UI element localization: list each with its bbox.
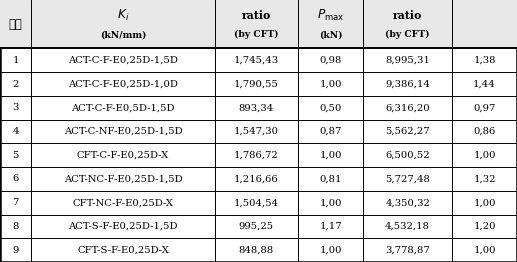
- Text: ACT-C-F-E0,25D-1,0D: ACT-C-F-E0,25D-1,0D: [68, 80, 178, 89]
- Text: 9: 9: [12, 246, 19, 255]
- Text: 1,00: 1,00: [320, 80, 342, 89]
- Text: 1,786,72: 1,786,72: [234, 151, 279, 160]
- Text: (kN/mm): (kN/mm): [100, 30, 146, 39]
- Text: 0,50: 0,50: [320, 103, 342, 112]
- Text: 4,532,18: 4,532,18: [385, 222, 430, 231]
- Text: 1,00: 1,00: [320, 246, 342, 255]
- Text: 1: 1: [12, 56, 19, 65]
- Text: 1,00: 1,00: [320, 151, 342, 160]
- Text: ratio: ratio: [393, 10, 422, 21]
- Text: 0,97: 0,97: [474, 103, 496, 112]
- Text: 7: 7: [12, 198, 19, 207]
- Text: 1,00: 1,00: [473, 198, 496, 207]
- Text: 1,32: 1,32: [473, 174, 496, 183]
- Text: $\mathit{P}_\mathregular{max}$: $\mathit{P}_\mathregular{max}$: [317, 8, 345, 23]
- Text: 5,562,27: 5,562,27: [385, 127, 430, 136]
- Text: (by CFT): (by CFT): [385, 30, 430, 40]
- Text: ACT-NC-F-E0,25D-1,5D: ACT-NC-F-E0,25D-1,5D: [64, 174, 183, 183]
- Text: 1,504,54: 1,504,54: [234, 198, 279, 207]
- Text: 8,995,31: 8,995,31: [385, 56, 430, 65]
- Text: 1,547,30: 1,547,30: [234, 127, 279, 136]
- Text: 995,25: 995,25: [239, 222, 274, 231]
- Text: CFT-C-F-E0,25D-X: CFT-C-F-E0,25D-X: [77, 151, 169, 160]
- Text: 0,86: 0,86: [474, 127, 496, 136]
- Text: 5,727,48: 5,727,48: [385, 174, 430, 183]
- Text: 1,00: 1,00: [320, 198, 342, 207]
- Text: ACT-C-F-E0,25D-1,5D: ACT-C-F-E0,25D-1,5D: [68, 56, 178, 65]
- Text: (by CFT): (by CFT): [234, 30, 279, 40]
- Text: 6,316,20: 6,316,20: [385, 103, 430, 112]
- Text: CFT-NC-F-E0,25D-X: CFT-NC-F-E0,25D-X: [72, 198, 174, 207]
- Text: ACT-S-F-E0,25D-1,5D: ACT-S-F-E0,25D-1,5D: [68, 222, 178, 231]
- Text: 5: 5: [12, 151, 19, 160]
- Text: 3: 3: [12, 103, 19, 112]
- Text: $\mathit{K}_\mathit{i}$: $\mathit{K}_\mathit{i}$: [117, 8, 129, 23]
- Text: 1,17: 1,17: [320, 222, 342, 231]
- Text: 9,386,14: 9,386,14: [385, 80, 430, 89]
- Text: 1,00: 1,00: [473, 246, 496, 255]
- Text: 4: 4: [12, 127, 19, 136]
- Text: 1,216,66: 1,216,66: [234, 174, 279, 183]
- Text: 1,20: 1,20: [473, 222, 496, 231]
- Text: 8: 8: [12, 222, 19, 231]
- Text: 848,88: 848,88: [239, 246, 274, 255]
- Text: 1,00: 1,00: [473, 151, 496, 160]
- Text: ratio: ratio: [242, 10, 271, 21]
- Text: 1,790,55: 1,790,55: [234, 80, 279, 89]
- Text: ACT-C-F-E0,5D-1,5D: ACT-C-F-E0,5D-1,5D: [71, 103, 175, 112]
- Text: 0,87: 0,87: [320, 127, 342, 136]
- Text: 2: 2: [12, 80, 19, 89]
- Text: 구분: 구분: [9, 18, 23, 31]
- Text: 6,500,52: 6,500,52: [385, 151, 430, 160]
- Text: 1,745,43: 1,745,43: [234, 56, 279, 65]
- Text: 1,44: 1,44: [473, 80, 496, 89]
- Text: 6: 6: [12, 174, 19, 183]
- Text: (kN): (kN): [319, 30, 342, 39]
- Text: CFT-S-F-E0,25D-X: CFT-S-F-E0,25D-X: [77, 246, 169, 255]
- Text: 3,778,87: 3,778,87: [385, 246, 430, 255]
- Text: 893,34: 893,34: [239, 103, 274, 112]
- Text: 0,81: 0,81: [320, 174, 342, 183]
- Text: ACT-C-NF-E0,25D-1,5D: ACT-C-NF-E0,25D-1,5D: [64, 127, 183, 136]
- Text: 4,350,32: 4,350,32: [385, 198, 430, 207]
- Text: 0,98: 0,98: [320, 56, 342, 65]
- Bar: [0, 0, 517, 48]
- Text: 1,38: 1,38: [473, 56, 496, 65]
